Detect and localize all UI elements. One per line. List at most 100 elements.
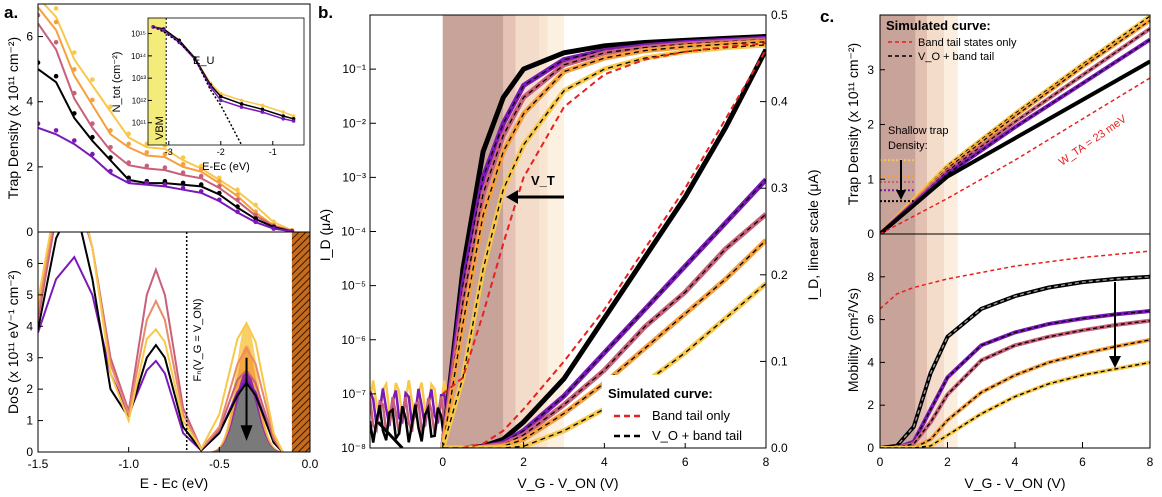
dos-curve-pink [38, 232, 284, 452]
b-ytick-label: 10⁻⁷ [342, 387, 366, 401]
id-linear-fit-purple [442, 179, 766, 448]
a-bot-ytick-label: 2 [26, 382, 33, 396]
trap-density-point-pink [126, 160, 131, 165]
trap-density-curve-pink [38, 22, 293, 232]
vt-shaded-band [944, 15, 958, 234]
a-top-ytick-label: 6 [26, 30, 33, 44]
b-xtick-label: 8 [763, 455, 770, 469]
inset-ylabel: N_tot (cm⁻²) [111, 52, 123, 113]
trap-density-point-pink [217, 184, 222, 189]
inset-ytick-label: 10¹⁴ [131, 52, 147, 61]
trap-density-point-black [253, 216, 258, 221]
vt-shaded-band [539, 15, 548, 448]
c-bot-ytick-label: 4 [867, 355, 874, 369]
panel-c-legend-title: Simulated curve: [886, 18, 991, 33]
inset-point-purple [161, 28, 166, 33]
inset-point-purple [239, 105, 244, 109]
inset-plot [148, 18, 296, 145]
panel-c-bottom-ylabel: Mobility (cm²/Vs) [845, 288, 861, 392]
vt-shaded-band [880, 15, 916, 234]
vbm-region [148, 18, 167, 145]
c-bot-ytick-label: 0 [867, 441, 874, 455]
trap-density-point-orange [53, 19, 59, 25]
panel-b-xlabel: V_G - V_ON (V) [517, 475, 618, 491]
urbach-fit-line [152, 26, 243, 145]
panel-a-bottom-ylabel: DoS (x 10¹¹ eV⁻¹ cm⁻²) [5, 270, 21, 414]
panel-a-bottom-plot [38, 232, 310, 452]
trap-density-point-purple [53, 128, 59, 133]
trap-density-point-orange [72, 67, 77, 72]
trap-density-point-purple [126, 178, 131, 184]
legend-c-vo: V_O + band tail [918, 51, 994, 63]
b-ytick-right-label: 0.2 [771, 268, 788, 282]
shallow-trap-label-1: Shallow trap [888, 125, 949, 137]
c-xtick-label: 8 [1147, 455, 1154, 469]
mobility-fit-pink [880, 320, 1150, 448]
b-ytick-label: 10⁻⁸ [341, 441, 366, 455]
trap-density-point-yellow [217, 175, 222, 181]
legend-c-band-tail: Band tail states only [918, 37, 1017, 49]
trap-density-point-orange [198, 167, 204, 172]
c-top-ytick-label: 2 [867, 118, 874, 132]
panel-a-label: a. [4, 3, 18, 22]
trap-density-point-black [108, 155, 113, 160]
a-bot-ytick-label: 6 [26, 256, 33, 270]
inset-ytick-label: 10¹¹ [132, 119, 147, 128]
panel-c: 0 1 2 3 0 2 4 6 8 0 2 4 6 8 Trap Density (x 10¹¹ cm⁻²… [845, 14, 1154, 491]
b-ytick-right-label: 0.3 [771, 181, 788, 195]
trap-density-point-pink [53, 40, 59, 45]
a-xtick-label: -0.5 [209, 457, 230, 471]
trap-vs-vg-fit-orange [880, 20, 1150, 234]
inset-ytick-label: 10¹² [132, 96, 147, 105]
trap-density-point-pink [235, 197, 240, 203]
shallow-trap-arrow [896, 160, 906, 200]
panel-b-ylabel-left: I_D (μA) [317, 209, 333, 261]
b-ytick-label: 10⁻¹ [342, 62, 366, 76]
inset-point-black [281, 114, 286, 118]
c-top-ytick-label: 0 [867, 227, 874, 241]
trap-density-point-black [235, 204, 240, 209]
panel-c-bottom-plot [880, 234, 1150, 448]
dos-curve-black [38, 232, 284, 452]
trap-density-point-black [180, 180, 186, 186]
trap-vs-vg-fit-black [880, 60, 1150, 234]
trap-density-point-purple [90, 151, 95, 157]
inset-ytick-label: 10¹³ [132, 74, 147, 83]
trap-density-point-yellow [235, 187, 240, 192]
inset-xtick-label: -2 [217, 147, 225, 157]
trap-density-point-yellow [253, 202, 258, 208]
c-xtick-label: 2 [944, 455, 951, 469]
vt-shaded-band [880, 234, 916, 448]
b-ytick-label: 10⁻⁵ [341, 279, 366, 293]
c-xtick-label: 6 [1079, 455, 1086, 469]
vt-label: V_T [531, 173, 555, 188]
id-log-fit-orange [442, 41, 766, 448]
trap-density-point-yellow [53, 6, 59, 11]
panel-a-top-plot [38, 4, 295, 232]
id-linear-fit-orange [442, 239, 766, 448]
panel-b-label: b. [318, 3, 333, 22]
mobility-fit-orange [880, 339, 1150, 448]
trap-density-curve-yellow [42, 4, 293, 232]
legend-vo-band-tail: V_O + band tail [652, 428, 742, 443]
inset-axes: 10¹¹ 10¹² 10¹³ 10¹⁴ 10¹⁵ -3 -2 -1 [131, 30, 277, 157]
a-bot-ytick-label: 5 [26, 288, 33, 302]
trap-density-point-orange [217, 178, 222, 184]
inset-xtick-label: -3 [165, 147, 173, 157]
trap-density-point-pink [180, 170, 186, 175]
trap-density-point-purple [144, 180, 150, 186]
inset-point-yellow [260, 103, 265, 108]
b-ytick-right-label: 0.4 [771, 95, 788, 109]
c-xtick-label: 0 [877, 455, 884, 469]
b-xtick-label: 2 [520, 455, 527, 469]
vt-shaded-band [915, 234, 928, 448]
trap-density-point-purple [198, 189, 204, 194]
mobility-curve-yellow [880, 360, 1150, 448]
trap-density-point-black [53, 73, 59, 79]
trap-density-point-pink [162, 165, 168, 170]
trap-density-point-black [198, 182, 204, 187]
a-bot-ytick-label: 4 [26, 319, 33, 333]
trap-density-point-yellow [271, 219, 277, 225]
trap-density-point-orange [90, 97, 95, 103]
